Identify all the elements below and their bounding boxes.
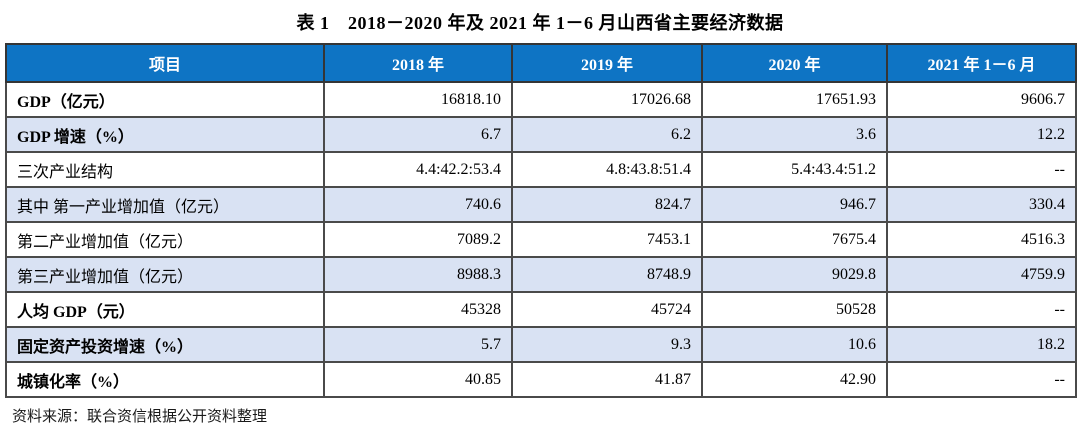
cell-value: 8988.3 [323,256,513,293]
cell-value: 4516.3 [886,221,1077,258]
row-label: 第二产业增加值（亿元） [5,221,325,258]
cell-value: 42.90 [701,361,888,398]
header-cell-2020: 2020 年 [701,43,888,83]
cell-value: 9.3 [511,326,703,363]
cell-value: -- [886,151,1077,188]
cell-value: 740.6 [323,186,513,223]
header-cell-item: 项目 [5,43,325,83]
table-row-gdp-per-capita: 人均 GDP（元） 45328 45724 50528 -- [5,291,1077,328]
cell-value: 946.7 [701,186,888,223]
cell-value: 41.87 [511,361,703,398]
table-row-secondary-industry: 第二产业增加值（亿元） 7089.2 7453.1 7675.4 4516.3 [5,221,1077,258]
cell-value: 7453.1 [511,221,703,258]
row-label: 固定资产投资增速（%） [5,326,325,363]
row-label: 第三产业增加值（亿元） [5,256,325,293]
cell-value: 50528 [701,291,888,328]
cell-value: 12.2 [886,116,1077,153]
cell-value: 6.2 [511,116,703,153]
row-label: 城镇化率（%） [5,361,325,398]
cell-value: 4.4:42.2:53.4 [323,151,513,188]
cell-value: 16818.10 [323,81,513,118]
cell-value: 10.6 [701,326,888,363]
table-row-gdp: GDP（亿元） 16818.10 17026.68 17651.93 9606.… [5,81,1077,118]
cell-value: 824.7 [511,186,703,223]
cell-value: 8748.9 [511,256,703,293]
row-label: GDP 增速（%） [5,116,325,153]
cell-value: 7675.4 [701,221,888,258]
cell-value: 5.4:43.4:51.2 [701,151,888,188]
table-row-gdp-growth: GDP 增速（%） 6.7 6.2 3.6 12.2 [5,116,1077,153]
table-row-urbanization-rate: 城镇化率（%） 40.85 41.87 42.90 -- [5,361,1077,398]
table-title: 表 1 2018－2020 年及 2021 年 1－6 月山西省主要经济数据 [296,13,784,33]
cell-value: -- [886,361,1077,398]
cell-value: 17026.68 [511,81,703,118]
cell-value: 6.7 [323,116,513,153]
header-cell-2021h1: 2021 年 1－6 月 [886,43,1077,83]
header-cell-2018: 2018 年 [323,43,513,83]
row-label: 其中 第一产业增加值（亿元） [5,186,325,223]
table-row-tertiary-industry: 第三产业增加值（亿元） 8988.3 8748.9 9029.8 4759.9 [5,256,1077,293]
cell-value: 330.4 [886,186,1077,223]
row-label: 三次产业结构 [5,151,325,188]
source-note: 资料来源：联合资信根据公开资料整理 [12,409,268,425]
cell-value: 40.85 [323,361,513,398]
table-row-primary-industry: 其中 第一产业增加值（亿元） 740.6 824.7 946.7 330.4 [5,186,1077,223]
cell-value: 5.7 [323,326,513,363]
row-label: GDP（亿元） [5,81,325,118]
cell-value: 17651.93 [701,81,888,118]
economic-data-table: 项目 2018 年 2019 年 2020 年 2021 年 1－6 月 GDP… [5,43,1077,398]
cell-value: 7089.2 [323,221,513,258]
cell-value: 3.6 [701,116,888,153]
cell-value: 9029.8 [701,256,888,293]
cell-value: 45328 [323,291,513,328]
header-cell-2019: 2019 年 [511,43,703,83]
cell-value: -- [886,291,1077,328]
header-row: 项目 2018 年 2019 年 2020 年 2021 年 1－6 月 [5,43,1077,83]
table-row-industry-structure: 三次产业结构 4.4:42.2:53.4 4.8:43.8:51.4 5.4:4… [5,151,1077,188]
cell-value: 4759.9 [886,256,1077,293]
cell-value: 4.8:43.8:51.4 [511,151,703,188]
cell-value: 18.2 [886,326,1077,363]
row-label: 人均 GDP（元） [5,291,325,328]
cell-value: 45724 [511,291,703,328]
cell-value: 9606.7 [886,81,1077,118]
table-row-fixed-investment-growth: 固定资产投资增速（%） 5.7 9.3 10.6 18.2 [5,326,1077,363]
